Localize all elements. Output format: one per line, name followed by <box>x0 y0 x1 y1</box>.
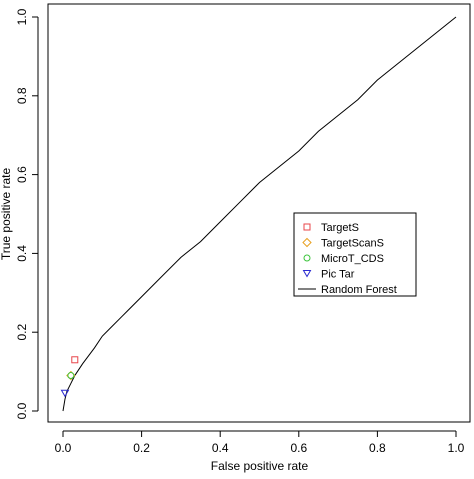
x-axis-title: False positive rate <box>211 459 309 473</box>
series-line-random-forest <box>62 16 457 412</box>
legend-label: TargetS <box>321 222 359 234</box>
legend-swatch-pic-tar <box>302 270 312 278</box>
x-tick-label: 0.4 <box>212 441 229 455</box>
legend-label: Random Forest <box>321 284 397 296</box>
legend-box <box>293 212 417 297</box>
x-tick-label: 1.0 <box>448 441 465 455</box>
x-tick-label: 0.2 <box>133 441 150 455</box>
y-tick-label: 0.6 <box>15 166 29 183</box>
y-axis-title: True positive rate <box>0 168 13 261</box>
legend-swatch-targetscans <box>302 237 312 248</box>
x-tick-label: 0.0 <box>55 441 72 455</box>
legend-label: MicroT_CDS <box>321 253 384 265</box>
point-pic-tar <box>60 389 70 398</box>
point-targets <box>71 356 79 364</box>
plot-frame <box>47 3 471 423</box>
point-microt-cds <box>67 372 75 380</box>
y-tick-label: 1.0 <box>15 8 29 25</box>
x-tick-label: 0.6 <box>290 441 307 455</box>
y-tick-label: 0.4 <box>15 245 29 262</box>
legend-label: Pic Tar <box>321 269 355 281</box>
legend-swatch-targets <box>303 223 311 231</box>
y-tick-label: 0.2 <box>15 324 29 341</box>
y-tick-label: 0.8 <box>15 87 29 104</box>
legend-swatch-microt-cds <box>303 254 311 262</box>
legend-label: TargetScanS <box>321 238 384 250</box>
y-tick-label: 0.0 <box>15 402 29 419</box>
x-tick-label: 0.8 <box>369 441 386 455</box>
